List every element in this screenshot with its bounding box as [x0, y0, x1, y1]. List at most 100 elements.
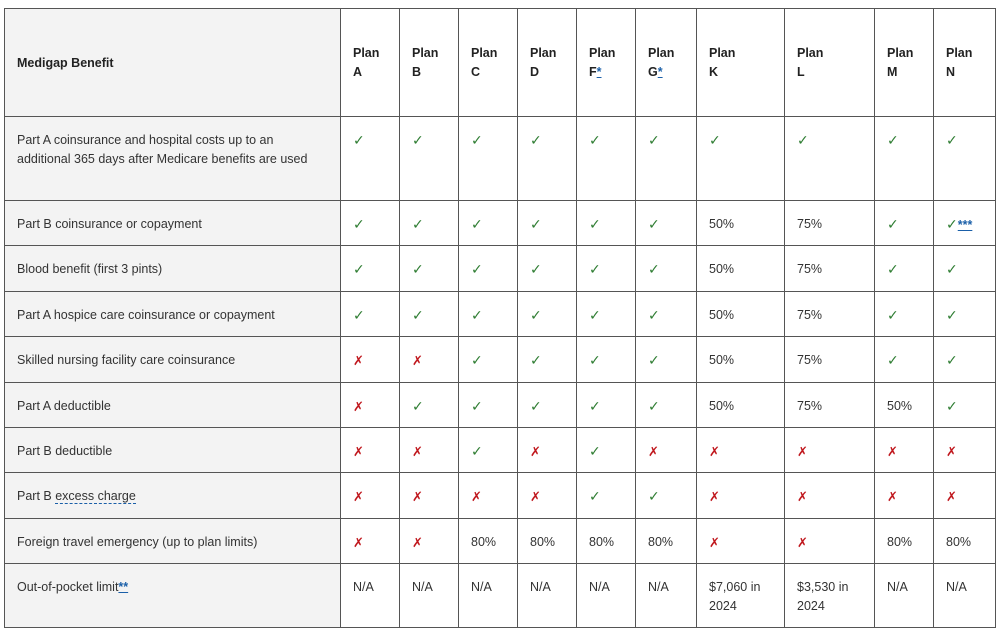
cell-value-text: N/A — [412, 580, 433, 594]
plan-letter-text: G — [648, 65, 658, 79]
cell-not-covered: ✗ — [933, 427, 996, 473]
cell-covered: ✓ — [340, 245, 400, 292]
plan-letter-text: A — [353, 65, 363, 79]
cross-icon: ✗ — [946, 444, 957, 459]
cross-icon: ✗ — [648, 444, 659, 459]
check-icon: ✓ — [648, 307, 660, 323]
cross-icon: ✗ — [709, 444, 720, 459]
check-icon: ✓ — [530, 261, 542, 277]
cell-not-covered: ✗ — [458, 472, 518, 519]
benefit-label-text: Part B — [17, 489, 56, 503]
cross-icon: ✗ — [709, 489, 720, 504]
cell-covered: ✓ — [517, 336, 577, 383]
cell-value-text: 80% — [648, 535, 674, 549]
check-icon: ✓ — [946, 307, 958, 323]
cell-value-text: $7,060 in 2024 — [709, 580, 761, 613]
benefit-label: Blood benefit (first 3 pints) — [4, 245, 341, 292]
cell-value: N/A — [933, 563, 996, 628]
plan-word: Plan — [412, 46, 439, 60]
cell-not-covered: ✗ — [696, 427, 785, 473]
plan-letter: A — [353, 63, 387, 82]
plan-header-b: Plan B — [399, 8, 459, 117]
check-icon: ✓ — [946, 132, 958, 148]
cell-covered: ✓ — [933, 336, 996, 383]
table-row: Foreign travel emergency (up to plan lim… — [4, 518, 996, 564]
cross-icon: ✗ — [353, 444, 364, 459]
plan-word: Plan — [530, 46, 557, 60]
plan-word: Plan — [471, 46, 498, 60]
cell-value: N/A — [340, 563, 400, 628]
cell-covered: ✓ — [635, 291, 697, 337]
check-icon: ✓ — [530, 352, 542, 368]
table-header-row: Medigap Benefit Plan A Plan B Plan C Plan D Plan… — [4, 8, 996, 117]
cross-icon: ✗ — [471, 489, 482, 504]
cell-covered: ✓ — [933, 116, 996, 201]
cell-value-text: 80% — [530, 535, 556, 549]
cell-value: N/A — [576, 563, 636, 628]
plan-letter-text: D — [530, 65, 540, 79]
check-icon: ✓ — [887, 216, 899, 232]
cell-covered: ✓ — [399, 116, 459, 201]
cell-covered: ✓ — [517, 245, 577, 292]
plan-header-l: Plan L — [784, 8, 875, 117]
footnote-link[interactable]: * — [657, 65, 663, 79]
table-row: Out-of-pocket limit** N/A N/A N/A N/A N/A N/A $… — [4, 563, 996, 628]
cell-value: 50% — [696, 245, 785, 292]
plan-letter-text: F — [589, 65, 597, 79]
cell-value-text: N/A — [530, 580, 551, 594]
cross-icon: ✗ — [353, 353, 364, 368]
cell-not-covered: ✗ — [696, 518, 785, 564]
cross-icon: ✗ — [797, 489, 808, 504]
check-icon: ✓ — [648, 398, 660, 414]
cell-covered: ✓ — [576, 472, 636, 519]
cell-not-covered: ✗ — [399, 336, 459, 383]
plan-letter-text: M — [887, 65, 898, 79]
plan-word: Plan — [709, 46, 736, 60]
cell-covered: ✓ — [933, 291, 996, 337]
cell-covered: ✓ — [458, 382, 518, 428]
footnote-link[interactable]: ** — [118, 580, 129, 594]
cell-covered: ✓ — [399, 382, 459, 428]
table-row: Skilled nursing facility care coinsuranc… — [4, 336, 996, 383]
check-icon: ✓ — [887, 132, 899, 148]
cell-covered: ✓ — [784, 116, 875, 201]
cell-value-text: 75% — [797, 399, 823, 413]
cell-value-text: 80% — [471, 535, 497, 549]
cell-value: 80% — [517, 518, 577, 564]
check-icon: ✓ — [887, 352, 899, 368]
footnote-link[interactable]: * — [596, 65, 602, 79]
cell-value-text: 80% — [589, 535, 615, 549]
cell-covered: ✓ — [399, 200, 459, 246]
cell-value-text: 80% — [946, 535, 972, 549]
cell-not-covered: ✗ — [340, 336, 400, 383]
table-row: Blood benefit (first 3 pints) ✓ ✓ ✓ ✓ ✓ ✓ 50% 75… — [4, 245, 996, 292]
cell-value: 75% — [784, 291, 875, 337]
cell-value-text: N/A — [471, 580, 492, 594]
cross-icon: ✗ — [412, 353, 423, 368]
table-row: Part B excess charge ✗ ✗ ✗ ✗ ✓ ✓ ✗ ✗ ✗ ✗ — [4, 472, 996, 519]
cell-covered: ✓ — [458, 200, 518, 246]
cell-not-covered: ✗ — [784, 427, 875, 473]
benefit-label-text: Out-of-pocket limit — [17, 580, 119, 594]
check-icon: ✓ — [471, 216, 483, 232]
cell-not-covered: ✗ — [340, 518, 400, 564]
cross-icon: ✗ — [530, 489, 541, 504]
check-icon: ✓ — [709, 132, 721, 148]
plan-letter: K — [709, 63, 772, 82]
plan-word: Plan — [887, 46, 914, 60]
check-icon: ✓ — [797, 132, 809, 148]
cell-value: N/A — [517, 563, 577, 628]
cell-value-text: 80% — [887, 535, 913, 549]
table-body: Part A coinsurance and hospital costs up… — [4, 116, 996, 628]
cell-value-text: $3,530 in 2024 — [797, 580, 849, 613]
glossary-term[interactable]: excess charge — [55, 489, 136, 504]
cell-value-text: 50% — [709, 308, 735, 322]
plan-header-g: Plan G* — [635, 8, 697, 117]
cell-covered: ✓ — [933, 245, 996, 292]
cell-covered: ✓ — [576, 200, 636, 246]
benefit-label: Out-of-pocket limit** — [4, 563, 341, 628]
cell-value: 50% — [696, 200, 785, 246]
footnote-link[interactable]: *** — [957, 218, 973, 232]
table-row: Part A hospice care coinsurance or copay… — [4, 291, 996, 337]
cell-covered: ✓ — [576, 245, 636, 292]
